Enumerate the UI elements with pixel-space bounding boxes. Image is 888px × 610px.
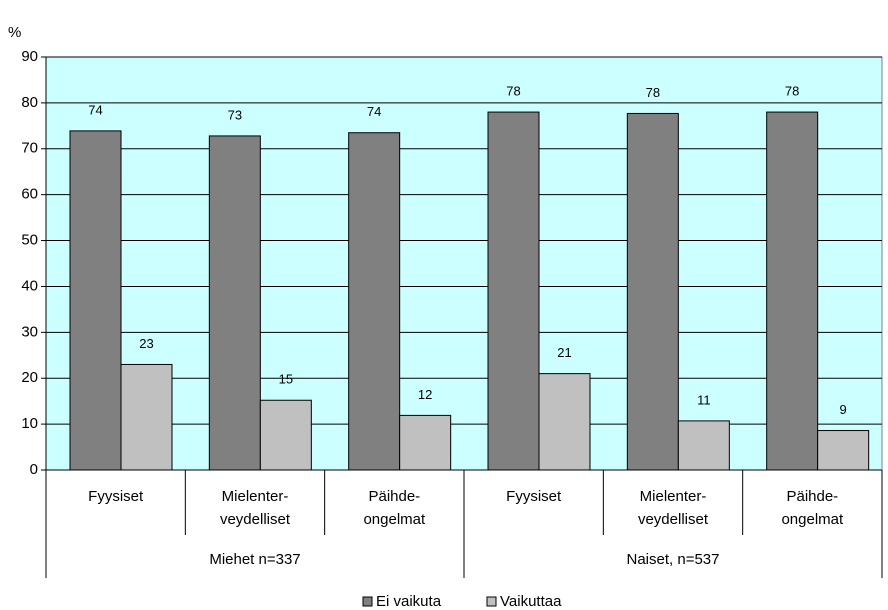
legend-label: Vaikuttaa bbox=[500, 593, 562, 610]
plot-area bbox=[45, 56, 883, 471]
y-axis-label: % bbox=[8, 24, 21, 41]
x-tick-label: ongelmat bbox=[363, 511, 426, 528]
bar bbox=[677, 420, 730, 471]
data-label: 78 bbox=[785, 84, 799, 99]
bar bbox=[69, 130, 122, 471]
data-label: 73 bbox=[228, 107, 242, 122]
data-label: 78 bbox=[506, 84, 520, 99]
x-tick-label: Päihde- bbox=[368, 488, 420, 505]
y-tick-label: 70 bbox=[21, 140, 38, 157]
data-label: 9 bbox=[840, 402, 847, 417]
bar bbox=[817, 430, 870, 471]
y-tick-label: 0 bbox=[30, 461, 38, 478]
x-tick-label: veydelliset bbox=[220, 511, 291, 528]
legend-label: Ei vaikuta bbox=[376, 593, 442, 610]
data-label: 21 bbox=[557, 345, 571, 360]
legend-swatch bbox=[362, 596, 373, 607]
y-tick-label: 10 bbox=[21, 415, 38, 432]
bar bbox=[208, 135, 261, 471]
x-tick-label: Mielenter- bbox=[640, 488, 707, 505]
bar bbox=[766, 111, 819, 471]
x-tick-label: Mielenter- bbox=[222, 488, 289, 505]
bar bbox=[120, 363, 173, 471]
x-tick-label: veydelliset bbox=[638, 511, 709, 528]
data-label: 74 bbox=[367, 104, 381, 119]
y-tick-label: 30 bbox=[21, 323, 38, 340]
bar bbox=[538, 373, 591, 471]
bar bbox=[626, 112, 679, 471]
x-tick-label: ongelmat bbox=[781, 511, 844, 528]
y-tick-label: 40 bbox=[21, 277, 38, 294]
bar bbox=[487, 111, 540, 471]
data-label: 78 bbox=[646, 85, 660, 100]
y-tick-label: 90 bbox=[21, 48, 38, 65]
y-tick-label: 80 bbox=[21, 94, 38, 111]
x-tick-label: Fyysiset bbox=[88, 488, 144, 505]
y-tick-label: 50 bbox=[21, 232, 38, 249]
data-label: 12 bbox=[418, 387, 432, 402]
y-tick-label: 20 bbox=[21, 369, 38, 386]
data-label: 74 bbox=[88, 102, 102, 117]
legend-swatch bbox=[486, 596, 497, 607]
bar bbox=[259, 399, 312, 471]
x-tick-label: Fyysiset bbox=[506, 488, 562, 505]
data-label: 15 bbox=[279, 372, 293, 387]
data-label: 23 bbox=[139, 336, 153, 351]
group-label: Naiset, n=537 bbox=[627, 551, 720, 568]
group-label: Miehet n=337 bbox=[209, 551, 300, 568]
bar bbox=[348, 132, 401, 471]
x-tick-label: Päihde- bbox=[786, 488, 838, 505]
bar bbox=[399, 414, 452, 471]
data-label: 11 bbox=[697, 392, 711, 407]
y-tick-label: 60 bbox=[21, 186, 38, 203]
